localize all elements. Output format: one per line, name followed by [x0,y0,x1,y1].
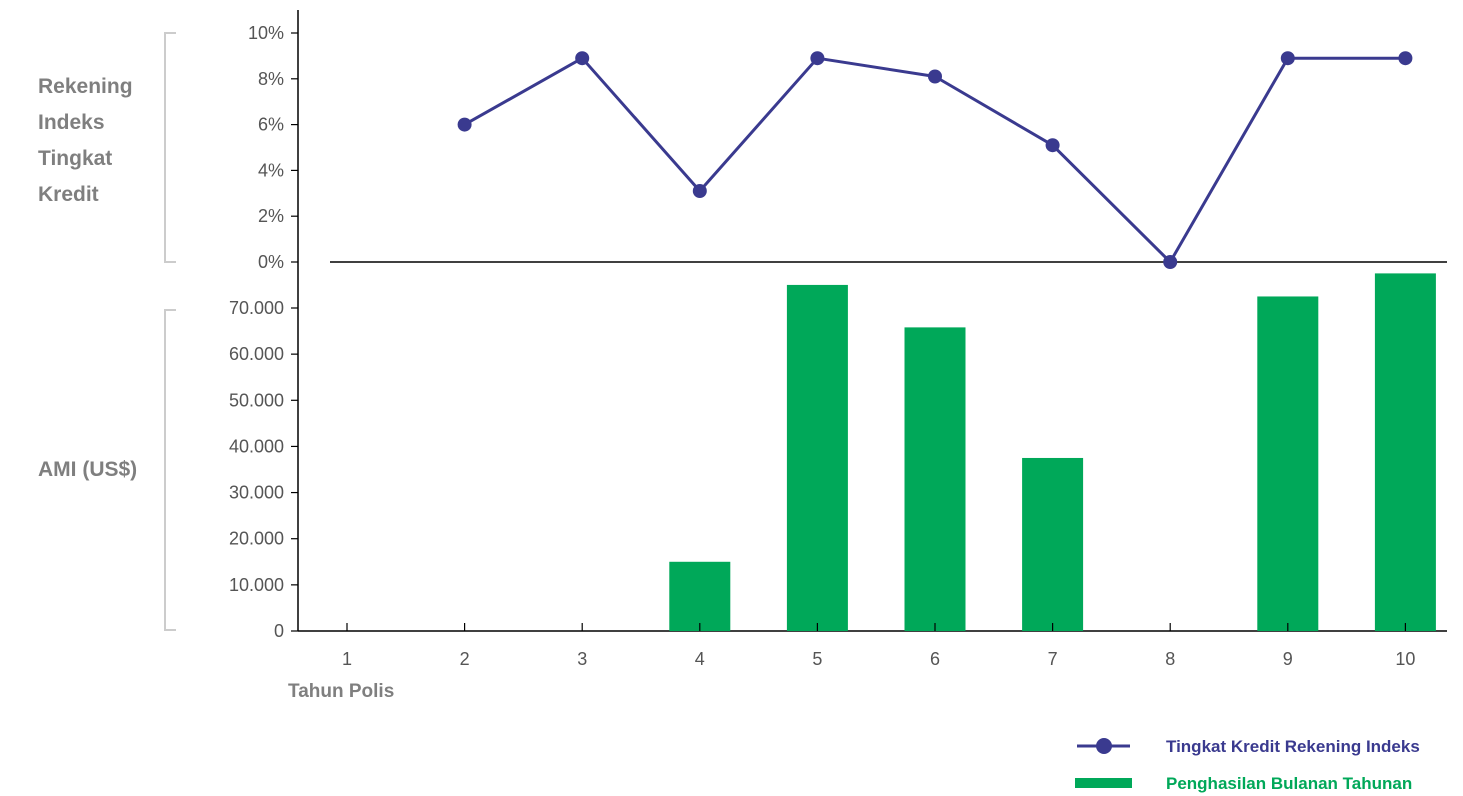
y-tick-label: 6% [258,115,284,135]
x-tick-label: 1 [342,649,352,669]
y-tick-label: 0 [274,621,284,641]
series-line [465,58,1406,262]
x-tick-label: 5 [812,649,822,669]
x-tick-label: 7 [1048,649,1058,669]
bar [1022,458,1083,631]
legend: Tingkat Kredit Rekening Indeks Penghasil… [1075,737,1420,793]
y-tick-label: 2% [258,206,284,226]
legend-label-line: Tingkat Kredit Rekening Indeks [1166,737,1420,756]
line-point [1163,255,1177,269]
legend-marker-swatch [1096,738,1112,754]
bottom-panel-bracket [165,310,176,630]
y-tick-label: 40.000 [229,436,284,456]
x-tick-label: 8 [1165,649,1175,669]
x-axis-label: Tahun Polis [288,681,394,702]
y-tick-label: 70.000 [229,298,284,318]
bottom-y-ticks: 0 10.000 20.000 30.000 40.000 50.000 60.000 70.… [229,298,298,641]
x-ticks: 1 2 3 4 5 6 7 8 9 10 [342,623,1415,669]
bar-series [669,273,1436,631]
y-tick-label: 50.000 [229,390,284,410]
line-point [1281,51,1295,65]
y-tick-label: 10% [248,23,284,43]
y-tick-label: 0% [258,252,284,272]
y-tick-label: 4% [258,160,284,180]
x-tick-label: 4 [695,649,705,669]
bar [669,562,730,631]
line-point [1398,51,1412,65]
x-tick-label: 9 [1283,649,1293,669]
line-point [810,51,824,65]
x-tick-label: 3 [577,649,587,669]
x-tick-label: 6 [930,649,940,669]
y-tick-label: 60.000 [229,344,284,364]
x-tick-label: 10 [1395,649,1415,669]
line-point [928,70,942,84]
x-tick-label: 2 [460,649,470,669]
bar [787,285,848,631]
line-series [458,51,1413,269]
y-tick-label: 20.000 [229,529,284,549]
legend-label-bar: Penghasilan Bulanan Tahunan [1166,774,1412,793]
y-tick-label: 8% [258,69,284,89]
y-tick-label: 30.000 [229,483,284,503]
bar [1375,273,1436,631]
top-panel-bracket [165,33,176,262]
line-point [693,184,707,198]
line-point [458,118,472,132]
line-point [1046,138,1060,152]
top-y-ticks: 0% 2% 4% 6% 8% 10% [248,23,298,272]
line-point [575,51,589,65]
legend-bar-swatch [1075,778,1132,788]
y-tick-label: 10.000 [229,575,284,595]
bar [1257,296,1318,631]
bar [905,327,966,631]
